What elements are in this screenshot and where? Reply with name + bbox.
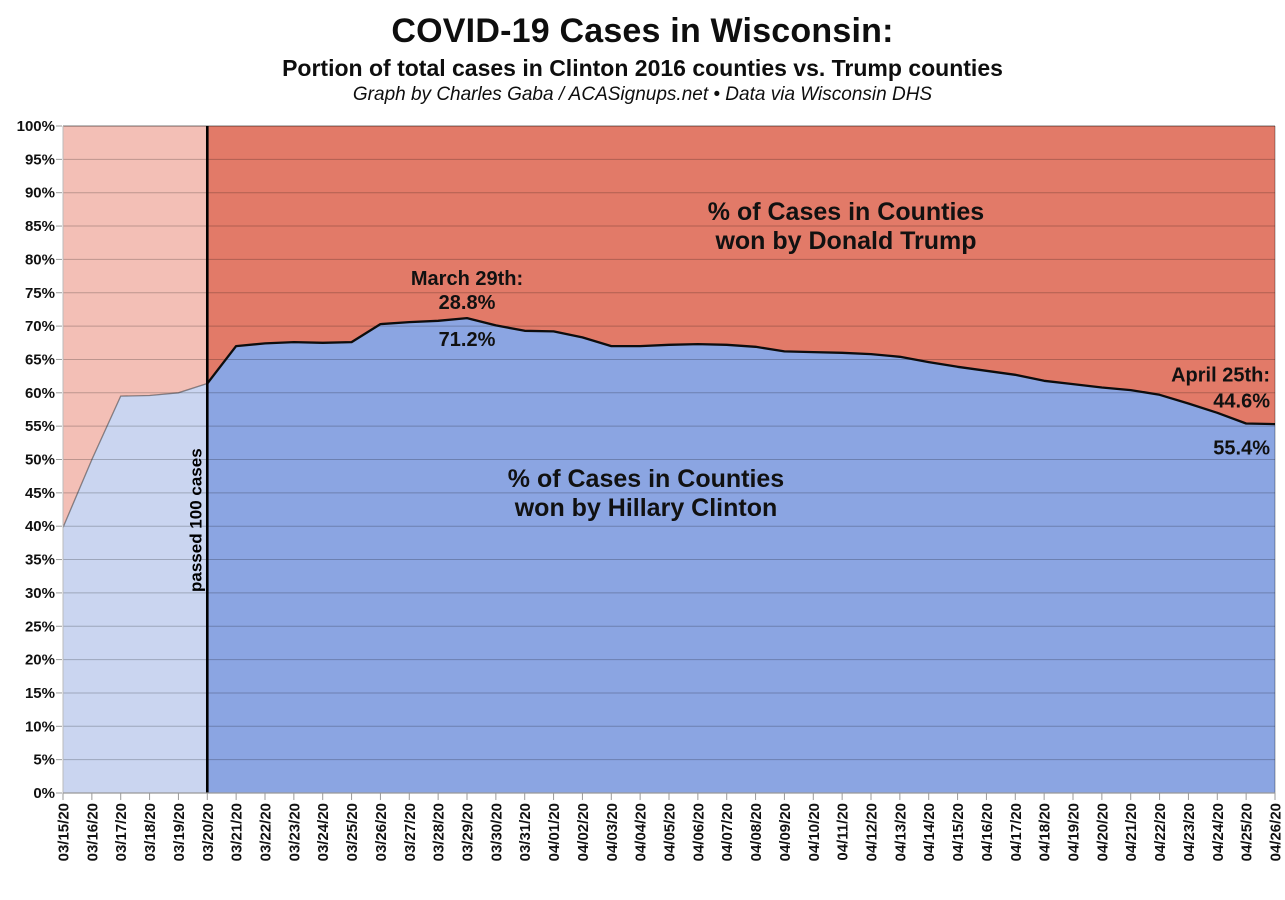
annotation-trump-value: 44.6% bbox=[1213, 390, 1270, 412]
annotation-title: April 25th: bbox=[1171, 364, 1270, 386]
x-axis-label: 03/15/20 bbox=[56, 803, 73, 861]
area-clinton bbox=[207, 318, 1275, 793]
clinton-region-label: won by Hillary Clinton bbox=[514, 494, 778, 522]
x-axis-label: 03/28/20 bbox=[431, 803, 448, 861]
annotation-clinton-value: 71.2% bbox=[439, 329, 496, 351]
y-axis-label: 75% bbox=[25, 285, 55, 302]
x-axis-label: 03/22/20 bbox=[258, 803, 275, 861]
x-axis-label: 04/09/20 bbox=[777, 803, 794, 861]
x-axis-label: 03/16/20 bbox=[84, 803, 101, 861]
x-axis-label: 03/18/20 bbox=[142, 803, 159, 861]
y-axis-label: 85% bbox=[25, 218, 55, 235]
x-axis-label: 04/08/20 bbox=[748, 803, 765, 861]
y-axis-label: 35% bbox=[25, 552, 55, 569]
x-axis: 03/15/20 03/16/20 03/17/20 03/18/20 03/19/20… bbox=[56, 793, 1285, 861]
y-axis: 0% 5% 10% 15% 20% 25% 30% 35% 40% 45% 50% 55% 60% 65%… bbox=[17, 118, 62, 802]
annotation-clinton-value: 55.4% bbox=[1213, 437, 1270, 459]
y-axis-label: 80% bbox=[25, 251, 55, 268]
x-axis-label: 04/19/20 bbox=[1066, 803, 1083, 861]
x-axis-label: 04/16/20 bbox=[979, 803, 996, 861]
x-axis-label: 04/12/20 bbox=[864, 803, 881, 861]
x-axis-label: 04/10/20 bbox=[806, 803, 823, 861]
y-axis-label: 20% bbox=[25, 652, 55, 669]
y-axis-label: 100% bbox=[17, 118, 55, 135]
chart-credit: Graph by Charles Gaba / ACASignups.net •… bbox=[352, 84, 933, 105]
x-axis-label: 04/22/20 bbox=[1152, 803, 1169, 861]
y-axis-label: 55% bbox=[25, 418, 55, 435]
x-axis-label: 04/26/20 bbox=[1268, 803, 1285, 861]
x-axis-label: 04/13/20 bbox=[892, 803, 909, 861]
area-trump bbox=[207, 126, 1275, 425]
trump-region-label: won by Donald Trump bbox=[714, 227, 976, 255]
x-axis-label: 03/29/20 bbox=[460, 803, 477, 861]
clinton-region-label: % of Cases in Counties bbox=[508, 465, 784, 493]
y-axis-label: 10% bbox=[25, 718, 55, 735]
x-axis-label: 03/21/20 bbox=[229, 803, 246, 861]
x-axis-label: 03/26/20 bbox=[373, 803, 390, 861]
area-clinton-faded bbox=[63, 383, 208, 793]
x-axis-label: 03/30/20 bbox=[488, 803, 505, 861]
x-axis-label: 03/19/20 bbox=[171, 803, 188, 861]
clinton-share-line bbox=[206, 316, 1276, 426]
y-axis-label: 50% bbox=[25, 452, 55, 469]
trump-region-label: % of Cases in Counties bbox=[708, 198, 984, 226]
y-axis-label: 40% bbox=[25, 518, 55, 535]
boundary-line bbox=[62, 316, 1276, 528]
x-axis-label: 04/03/20 bbox=[604, 803, 621, 861]
x-axis-label: 04/21/20 bbox=[1123, 803, 1140, 861]
y-axis-label: 60% bbox=[25, 385, 55, 402]
x-axis-label: 04/14/20 bbox=[921, 803, 938, 861]
gridlines bbox=[63, 125, 1275, 761]
x-axis-label: 04/24/20 bbox=[1210, 803, 1227, 861]
x-axis-label: 04/04/20 bbox=[633, 803, 650, 861]
x-axis-label: 04/11/20 bbox=[835, 803, 852, 861]
passed-100-cases-label: passed 100 cases bbox=[186, 448, 205, 592]
x-axis-label: 04/06/20 bbox=[690, 803, 707, 861]
x-axis-label: 03/20/20 bbox=[200, 803, 217, 861]
annotation-trump-value: 28.8% bbox=[439, 292, 496, 314]
y-axis-label: 15% bbox=[25, 685, 55, 702]
x-axis-label: 04/18/20 bbox=[1037, 803, 1054, 861]
area-trump-faded bbox=[63, 126, 208, 528]
x-axis-label: 04/25/20 bbox=[1239, 803, 1256, 861]
y-axis-label: 65% bbox=[25, 351, 55, 368]
y-axis-label: 95% bbox=[25, 151, 55, 168]
x-axis-label: 04/23/20 bbox=[1181, 803, 1198, 861]
y-axis-label: 30% bbox=[25, 585, 55, 602]
clinton-share-line-faded bbox=[62, 382, 208, 528]
chart-subtitle: Portion of total cases in Clinton 2016 c… bbox=[282, 55, 1003, 81]
x-axis-label: 04/07/20 bbox=[719, 803, 736, 861]
x-axis-label: 03/31/20 bbox=[517, 803, 534, 861]
x-axis-label: 04/01/20 bbox=[546, 803, 563, 861]
annotations: March 29th:28.8% 71.2% April 25th: 44.6% 55.… bbox=[411, 268, 1270, 459]
x-axis-label: 04/20/20 bbox=[1094, 803, 1111, 861]
x-axis-label: 04/15/20 bbox=[950, 803, 967, 861]
y-axis-label: 70% bbox=[25, 318, 55, 335]
x-axis-label: 03/23/20 bbox=[286, 803, 303, 861]
x-axis-label: 03/25/20 bbox=[344, 803, 361, 861]
x-axis-label: 03/17/20 bbox=[113, 803, 130, 861]
y-axis-label: 5% bbox=[33, 752, 55, 769]
x-axis-label: 04/05/20 bbox=[662, 803, 679, 861]
areas bbox=[63, 126, 1275, 793]
x-axis-label: 03/24/20 bbox=[315, 803, 332, 861]
threshold: passed 100 cases bbox=[186, 126, 209, 793]
x-axis-label: 04/02/20 bbox=[575, 803, 592, 861]
y-axis-label: 25% bbox=[25, 618, 55, 635]
annotation-title: March 29th: bbox=[411, 268, 523, 290]
y-axis-label: 0% bbox=[33, 785, 55, 802]
y-axis-label: 45% bbox=[25, 485, 55, 502]
chart-title: COVID-19 Cases in Wisconsin: bbox=[391, 12, 894, 50]
x-axis-label: 04/17/20 bbox=[1008, 803, 1025, 861]
y-axis-label: 90% bbox=[25, 185, 55, 202]
x-axis-label: 03/27/20 bbox=[402, 803, 419, 861]
